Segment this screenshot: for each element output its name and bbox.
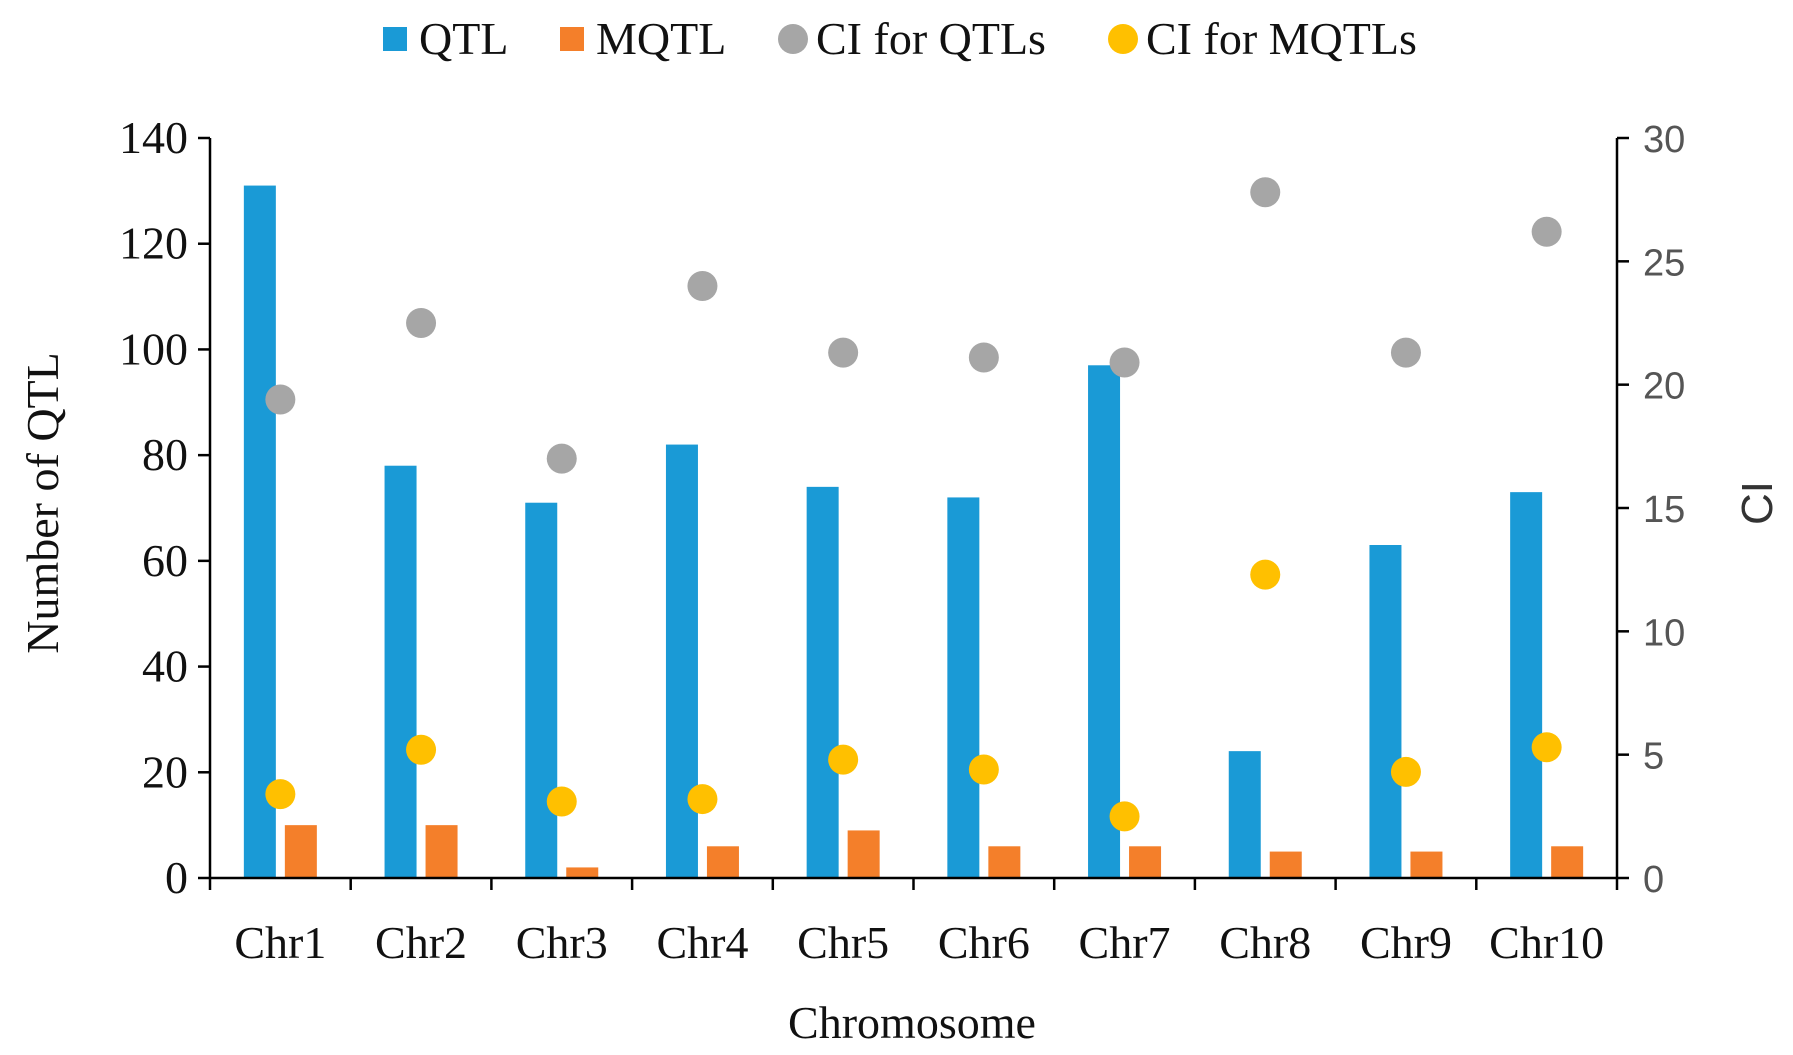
bar-mqtl-chr8 <box>1269 851 1302 878</box>
legend: QTL MQTL CI for QTLs CI for MQTLs <box>383 13 1417 64</box>
y2-tick-label: 5 <box>1643 736 1664 778</box>
x-tick-label-chr1: Chr1 <box>234 917 326 968</box>
bar-mqtl-chr2 <box>425 825 458 878</box>
point-ci-for-qtls-chr8 <box>1250 177 1281 208</box>
y-tick-label: 60 <box>142 535 188 586</box>
point-ci-for-mqtls-chr2 <box>406 734 437 765</box>
y-tick-label: 100 <box>119 323 188 374</box>
x-tick-label-chr2: Chr2 <box>375 917 467 968</box>
point-ci-for-qtls-chr2 <box>406 308 437 338</box>
point-ci-for-qtls-chr3 <box>546 443 577 474</box>
point-ci-for-mqtls-chr10 <box>1531 732 1562 763</box>
y-tick-label: 40 <box>142 641 188 692</box>
legend-swatch-mqtl <box>560 27 584 51</box>
x-tick-label-chr10: Chr10 <box>1489 917 1604 968</box>
y-tick-label: 0 <box>165 852 188 903</box>
y2-tick-label: 0 <box>1643 859 1664 901</box>
y-tick-label: 80 <box>142 429 188 480</box>
point-ci-for-mqtls-chr1 <box>265 779 296 810</box>
point-ci-for-mqtls-chr4 <box>687 784 718 815</box>
bar-layer <box>243 185 1584 879</box>
y-tick-label: 140 <box>119 112 188 163</box>
bar-mqtl-chr6 <box>988 846 1021 878</box>
y2-axis-title: CI <box>1733 481 1782 525</box>
y2-tick-label: 15 <box>1643 489 1685 531</box>
bar-qtl-chr7 <box>1088 365 1121 878</box>
point-ci-for-mqtls-chr3 <box>546 786 577 817</box>
point-ci-for-qtls-chr9 <box>1390 337 1421 368</box>
point-ci-for-mqtls-chr7 <box>1109 801 1140 832</box>
bar-qtl-chr9 <box>1369 545 1402 878</box>
bar-mqtl-chr3 <box>566 867 599 878</box>
bar-qtl-chr10 <box>1510 492 1543 878</box>
y2-tick-label: 20 <box>1643 366 1685 408</box>
bar-mqtl-chr10 <box>1551 846 1584 878</box>
legend-label-ci-for-qtls: CI for QTLs <box>816 13 1046 64</box>
bar-qtl-chr1 <box>243 185 276 879</box>
point-ci-for-qtls-chr5 <box>828 337 859 368</box>
legend-swatch-ci-for-qtls <box>778 24 808 54</box>
y-tick-label: 120 <box>119 218 188 269</box>
point-ci-for-mqtls-chr8 <box>1250 559 1281 590</box>
point-ci-for-mqtls-chr6 <box>968 754 999 785</box>
x-tick-label-chr3: Chr3 <box>516 917 608 968</box>
x-tick-label-chr8: Chr8 <box>1219 917 1311 968</box>
x-tick-label-chr5: Chr5 <box>797 917 889 968</box>
y2-tick-label: 30 <box>1643 119 1685 161</box>
legend-label-mqtl: MQTL <box>596 13 726 64</box>
x-tick-label-chr9: Chr9 <box>1360 917 1452 968</box>
bar-qtl-chr2 <box>384 465 417 878</box>
point-ci-for-qtls-chr1 <box>265 384 296 415</box>
x-tick-label-chr6: Chr6 <box>938 917 1030 968</box>
bar-mqtl-chr1 <box>284 825 317 878</box>
legend-swatch-ci-for-mqtls <box>1108 24 1138 54</box>
bar-qtl-chr6 <box>947 497 980 878</box>
bar-mqtl-chr5 <box>847 830 880 878</box>
point-ci-for-qtls-chr4 <box>687 271 718 301</box>
point-layer <box>265 177 1562 832</box>
point-ci-for-mqtls-chr5 <box>828 744 859 775</box>
legend-label-qtl: QTL <box>419 13 508 64</box>
tick-labels: 0 20 40 60 80 100 120 140 0 5 10 15 20 25 30 Chr1 Chr2 Ch… <box>119 112 1685 968</box>
legend-swatch-qtl <box>383 27 407 51</box>
bar-mqtl-chr7 <box>1129 846 1162 878</box>
y-axis-title: Number of QTL <box>17 352 68 653</box>
bar-qtl-chr4 <box>665 444 698 878</box>
point-ci-for-qtls-chr7 <box>1109 347 1140 378</box>
point-ci-for-qtls-chr10 <box>1531 216 1562 247</box>
legend-label-ci-for-mqtls: CI for MQTLs <box>1146 13 1417 64</box>
bar-qtl-chr3 <box>525 502 558 878</box>
axes <box>198 136 1629 890</box>
bar-mqtl-chr4 <box>706 846 739 878</box>
y-tick-label: 20 <box>142 746 188 797</box>
point-ci-for-qtls-chr6 <box>968 342 999 373</box>
x-axis-title: Chromosome <box>788 997 1036 1048</box>
bar-qtl-chr8 <box>1228 751 1261 878</box>
x-tick-label-chr7: Chr7 <box>1079 917 1171 968</box>
point-ci-for-mqtls-chr9 <box>1390 756 1421 787</box>
y2-tick-label: 25 <box>1643 242 1685 284</box>
x-tick-label-chr4: Chr4 <box>656 917 748 968</box>
bar-mqtl-chr9 <box>1410 851 1443 878</box>
y2-tick-label: 10 <box>1643 612 1685 654</box>
bar-qtl-chr5 <box>806 486 839 878</box>
